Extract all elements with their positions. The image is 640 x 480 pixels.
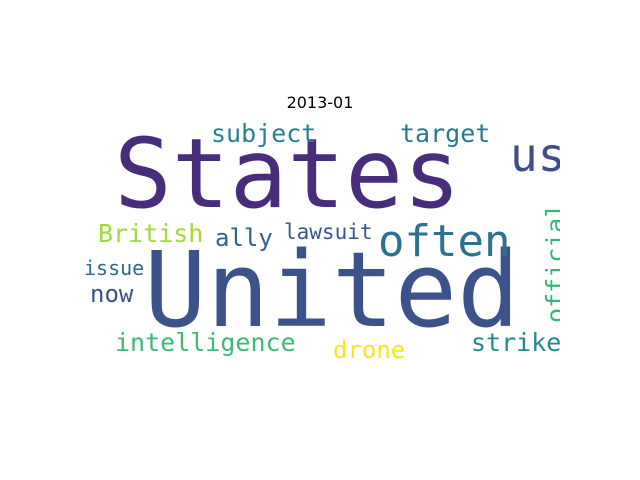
word-intelligence: intelligence: [115, 328, 296, 357]
word-drone: drone: [333, 336, 406, 360]
word-issue: issue: [84, 256, 145, 280]
word-states: States: [114, 120, 461, 230]
word-official: official: [541, 202, 560, 323]
word-often: often: [378, 216, 511, 267]
word-us: us: [510, 128, 560, 182]
word-british: British: [98, 219, 204, 248]
chart-title: 2013-01: [286, 93, 354, 112]
word-target: target: [400, 120, 491, 148]
word-united: United: [144, 229, 520, 351]
word-cloud: States United us often official subject …: [80, 120, 560, 360]
word-now: now: [90, 280, 134, 308]
word-lawsuit: lawsuit: [284, 220, 373, 244]
word-strike: strike: [471, 328, 560, 357]
word-ally: ally: [215, 224, 273, 252]
word-subject: subject: [211, 120, 317, 148]
